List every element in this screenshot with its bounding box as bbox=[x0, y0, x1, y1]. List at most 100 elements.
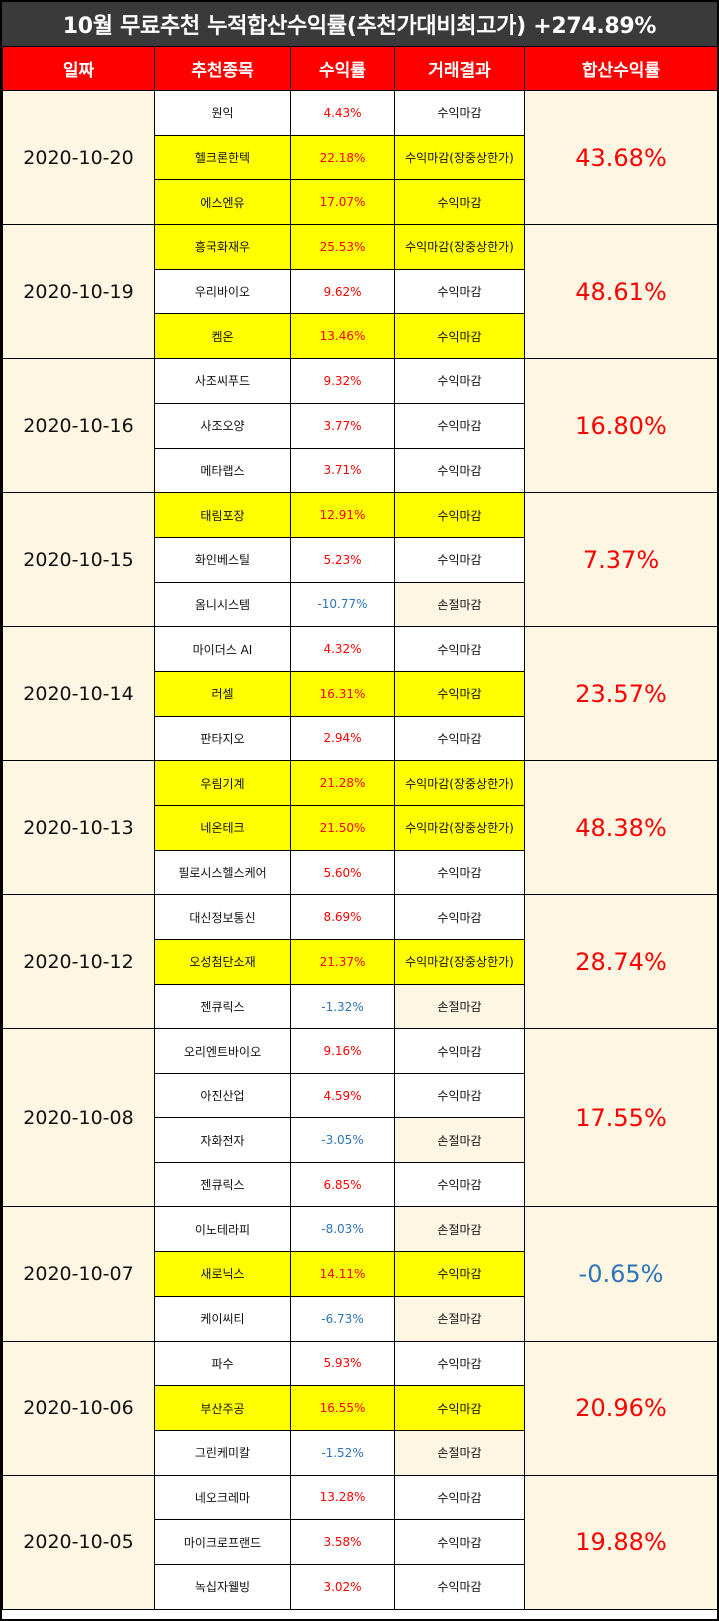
return-cell: 13.46% bbox=[290, 313, 395, 360]
table-row: 사조오양 3.77% 수익마감 bbox=[3, 402, 718, 449]
return-cell: -6.73% bbox=[290, 1295, 395, 1342]
result-cell: 수익마감 bbox=[394, 1563, 525, 1610]
result-cell: 손절마감 bbox=[394, 1206, 525, 1253]
total-return-cell: 48.61% bbox=[524, 224, 718, 360]
stock-name-cell: 이노테라피 bbox=[154, 1206, 291, 1253]
stock-name-cell: 아진산업 bbox=[154, 1072, 291, 1119]
result-cell: 수익마감 bbox=[394, 179, 525, 226]
date-cell: 2020-10-20 bbox=[2, 89, 155, 226]
return-cell: 13.28% bbox=[290, 1474, 395, 1521]
date-cell: 2020-10-06 bbox=[2, 1340, 155, 1476]
table-row: 2020-10-13 우림기계 21.28% 수익마감(장중상한가) 48.38% bbox=[2, 760, 718, 896]
stock-name-cell: 판타지오 bbox=[154, 715, 291, 762]
stock-name-cell: 마이크로프랜드 bbox=[154, 1519, 291, 1565]
return-cell: -1.52% bbox=[290, 1429, 395, 1476]
table-row: 2020-10-14 마이더스 AI 4.32% 수익마감 23.57% bbox=[2, 626, 718, 762]
table-body: 2020-10-20 원익 4.43% 수익마감 43.68% 헬크론한텍 22.18% 수익… bbox=[2, 89, 718, 1610]
stock-name-cell: 젠큐릭스 bbox=[154, 1161, 291, 1208]
result-cell: 수익마감 bbox=[394, 1072, 525, 1119]
table-row: 마이크로프랜드 3.58% 수익마감 bbox=[3, 1519, 718, 1565]
stock-name-cell: 켐온 bbox=[154, 313, 291, 360]
stock-name-cell: 사조씨푸드 bbox=[154, 358, 291, 404]
header-stock: 추천종목 bbox=[154, 46, 291, 91]
date-cell: 2020-10-13 bbox=[2, 760, 155, 896]
return-cell: 17.07% bbox=[290, 179, 395, 226]
total-return-cell: 16.80% bbox=[524, 358, 718, 494]
return-cell: 4.59% bbox=[290, 1072, 395, 1119]
result-cell: 수익마감 bbox=[394, 268, 525, 315]
return-cell: 2.94% bbox=[290, 715, 395, 762]
date-cell: 2020-10-08 bbox=[2, 1028, 155, 1208]
stock-name-cell: 자화전자 bbox=[154, 1117, 291, 1163]
date-cell: 2020-10-16 bbox=[2, 358, 155, 494]
result-cell: 수익마감(장중상한가) bbox=[394, 224, 525, 270]
result-cell: 수익마감 bbox=[394, 402, 525, 449]
total-return-cell: -0.65% bbox=[524, 1206, 718, 1342]
return-cell: 14.11% bbox=[290, 1251, 395, 1297]
table-row: 판타지오 2.94% 수익마감 bbox=[3, 715, 718, 762]
result-cell: 수익마감 bbox=[394, 1028, 525, 1074]
result-cell: 수익마감 bbox=[394, 715, 525, 762]
return-cell: 16.55% bbox=[290, 1385, 395, 1431]
result-cell: 수익마감 bbox=[394, 1340, 525, 1387]
return-cell: 5.60% bbox=[290, 849, 395, 896]
stock-name-cell: 화인베스틸 bbox=[154, 536, 291, 583]
table-row: 오성첨단소재 21.37% 수익마감(장중상한가) bbox=[3, 939, 718, 985]
stock-name-cell: 파수 bbox=[154, 1340, 291, 1387]
result-cell: 수익마감 bbox=[394, 849, 525, 896]
table-row: 켐온 13.46% 수익마감 bbox=[3, 313, 718, 360]
stock-name-cell: 우림기계 bbox=[154, 760, 291, 806]
stock-name-cell: 흥국화재우 bbox=[154, 224, 291, 270]
table-row: 에스엔유 17.07% 수익마감 bbox=[3, 179, 718, 226]
result-cell: 수익마감(장중상한가) bbox=[394, 939, 525, 985]
return-cell: 4.43% bbox=[290, 90, 395, 136]
return-cell: 21.28% bbox=[290, 760, 395, 806]
result-cell: 수익마감(장중상한가) bbox=[394, 805, 525, 851]
total-return-cell: 7.37% bbox=[524, 492, 718, 628]
return-cell: 9.62% bbox=[290, 268, 395, 315]
result-cell: 수익마감 bbox=[394, 1385, 525, 1431]
result-cell: 손절마감 bbox=[394, 1295, 525, 1342]
stock-name-cell: 젠큐릭스 bbox=[154, 983, 291, 1030]
return-cell: 16.31% bbox=[290, 670, 395, 717]
table-row: 헬크론한텍 22.18% 수익마감(장중상한가) bbox=[3, 134, 718, 181]
date-cell: 2020-10-05 bbox=[2, 1474, 155, 1610]
header-return: 수익률 bbox=[290, 46, 395, 91]
table-row: 2020-10-19 흥국화재우 25.53% 수익마감(장중상한가) 48.61% bbox=[2, 224, 718, 360]
stock-name-cell: 메타랩스 bbox=[154, 447, 291, 494]
total-return-cell: 28.74% bbox=[524, 894, 718, 1030]
return-cell: 3.71% bbox=[290, 447, 395, 494]
date-cell: 2020-10-19 bbox=[2, 224, 155, 360]
stock-name-cell: 헬크론한텍 bbox=[154, 134, 291, 181]
stock-name-cell: 녹십자웰빙 bbox=[154, 1563, 291, 1610]
stock-name-cell: 마이더스 AI bbox=[154, 626, 291, 672]
table-row: 부산주공 16.55% 수익마감 bbox=[3, 1385, 718, 1431]
table-row: 2020-10-06 파수 5.93% 수익마감 20.96% bbox=[2, 1340, 718, 1476]
date-cell: 2020-10-07 bbox=[2, 1206, 155, 1342]
result-cell: 수익마감 bbox=[394, 1251, 525, 1297]
table-row: 아진산업 4.59% 수익마감 bbox=[3, 1072, 718, 1119]
table-row: 2020-10-07 이노테라피 -8.03% 손절마감 -0.65% bbox=[2, 1206, 718, 1342]
return-cell: 8.69% bbox=[290, 894, 395, 941]
result-cell: 손절마감 bbox=[394, 1117, 525, 1163]
stock-name-cell: 그린케미칼 bbox=[154, 1429, 291, 1476]
result-cell: 수익마감 bbox=[394, 1474, 525, 1521]
result-cell: 수익마감 bbox=[394, 90, 525, 136]
return-cell: 3.02% bbox=[290, 1563, 395, 1610]
return-cell: 3.58% bbox=[290, 1519, 395, 1565]
stock-name-cell: 태림포장 bbox=[154, 492, 291, 538]
result-cell: 수익마감 bbox=[394, 358, 525, 404]
table-row: 옴니시스템 -10.77% 손절마감 bbox=[3, 581, 718, 628]
stock-name-cell: 부산주공 bbox=[154, 1385, 291, 1431]
stock-name-cell: 네오크레마 bbox=[154, 1474, 291, 1521]
stock-name-cell: 오리엔트바이오 bbox=[154, 1028, 291, 1074]
return-cell: 21.37% bbox=[290, 939, 395, 985]
return-cell: 22.18% bbox=[290, 134, 395, 181]
header-row: 일짜 추천종목 수익률 거래결과 합산수익률 bbox=[2, 46, 718, 91]
result-cell: 수익마감 bbox=[394, 492, 525, 538]
return-cell: 12.91% bbox=[290, 492, 395, 538]
total-return-cell: 19.88% bbox=[524, 1474, 718, 1610]
table-row: 메타랩스 3.71% 수익마감 bbox=[3, 447, 718, 494]
header-result: 거래결과 bbox=[394, 46, 525, 91]
